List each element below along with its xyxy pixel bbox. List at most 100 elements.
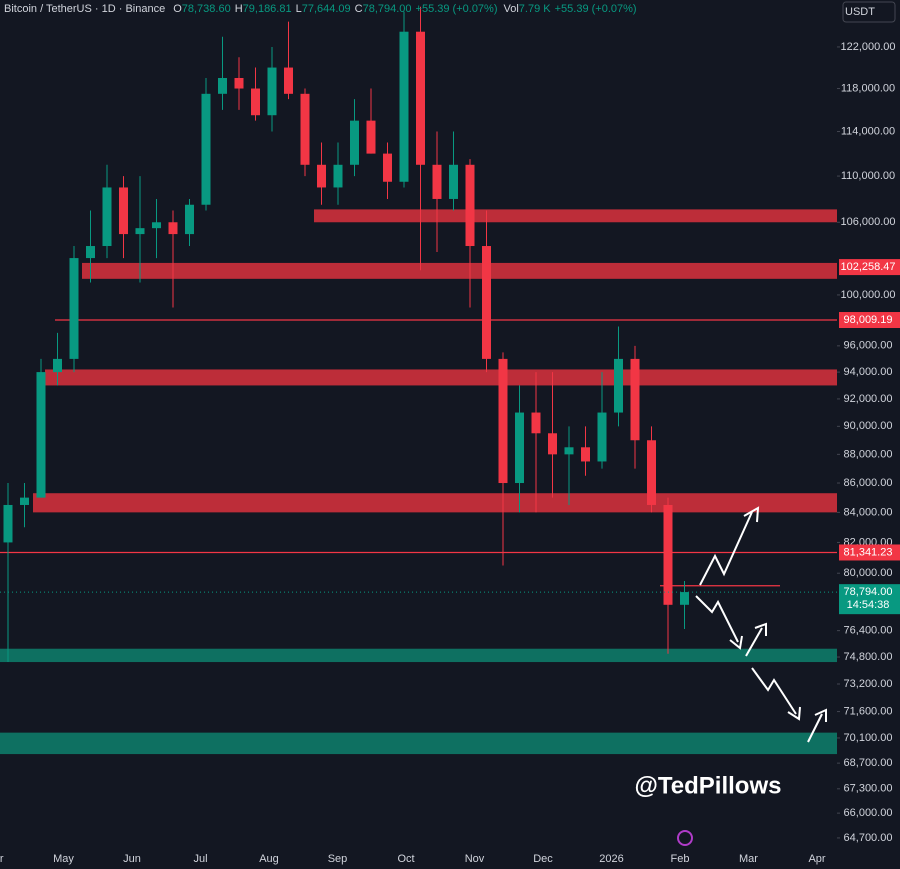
y-tick-label: 100,000.00 xyxy=(840,289,895,301)
header-part: Vol xyxy=(504,3,519,15)
candle-body xyxy=(267,67,277,116)
x-tick-label: Sep xyxy=(328,853,348,865)
candle-body xyxy=(201,93,211,205)
header-part: 77,644.09 xyxy=(302,3,351,15)
candle-body xyxy=(69,258,79,359)
candle-body xyxy=(614,358,623,413)
price-label-box xyxy=(839,584,900,615)
candle-body xyxy=(663,504,673,605)
projection-arrows xyxy=(695,506,827,743)
candle-body xyxy=(449,164,458,199)
candle-body xyxy=(36,372,46,498)
candle-body xyxy=(630,358,640,441)
candle-body xyxy=(581,447,590,462)
x-tick-label: May xyxy=(53,853,74,865)
arrow-up xyxy=(699,511,753,586)
header-part: +55.39 (+0.07%) xyxy=(555,3,637,15)
y-tick-label: 70,100.00 xyxy=(844,732,893,744)
x-tick-label: Nov xyxy=(465,853,485,865)
arrow-up xyxy=(807,713,823,743)
arrowhead xyxy=(814,708,827,722)
y-tick-label: 66,000.00 xyxy=(844,807,893,819)
candle-body xyxy=(218,77,227,94)
header-part: C xyxy=(355,3,363,15)
logo-icon xyxy=(677,830,693,846)
y-tick-label: 86,000.00 xyxy=(844,477,893,489)
arrowhead xyxy=(729,635,743,650)
candle-body xyxy=(251,88,260,116)
candle-body xyxy=(350,120,359,165)
candle-body xyxy=(548,433,557,455)
price-label-box xyxy=(839,312,900,329)
y-tick-label: 80,000.00 xyxy=(844,567,893,579)
candle-body xyxy=(102,187,112,247)
x-tick-label: 2026 xyxy=(599,853,623,865)
candle-body xyxy=(680,592,689,605)
candle-body xyxy=(482,246,491,359)
candle-body xyxy=(564,447,574,455)
header-part: Bitcoin / TetherUS · 1D · Binance xyxy=(4,3,165,15)
y-tick-label: 64,700.00 xyxy=(844,832,893,844)
y-tick-label: 110,000.00 xyxy=(841,170,895,182)
y-tick-label: 96,000.00 xyxy=(844,340,893,352)
arrow-down xyxy=(751,667,797,715)
candle-body xyxy=(515,412,524,484)
y-tick-label: 114,000.00 xyxy=(841,125,895,137)
arrow-up xyxy=(745,627,763,657)
candle-body xyxy=(135,228,145,235)
y-tick-label: 90,000.00 xyxy=(844,420,893,432)
x-tick-label: Mar xyxy=(739,853,758,865)
axes: 122,000.00 118,000.00 114,000.00 110,000.00… xyxy=(0,41,900,865)
candle-body xyxy=(597,412,607,462)
watermark: @TedPillows xyxy=(635,772,782,799)
x-tick-label: Aug xyxy=(259,853,279,865)
candle-body xyxy=(399,31,409,182)
arrowhead xyxy=(743,506,760,523)
x-tick-label: Apr xyxy=(808,853,825,865)
y-tick-label: 88,000.00 xyxy=(844,448,893,460)
candle-body xyxy=(531,412,541,434)
header-part: O xyxy=(173,3,182,15)
arrow-down xyxy=(695,595,739,643)
candle-body xyxy=(432,164,442,199)
candle-body xyxy=(234,77,244,89)
price-label: 98,009.19 xyxy=(844,314,893,326)
header-part: 79,186.81 xyxy=(243,3,292,15)
price-axis xyxy=(837,0,900,869)
x-tick-label: Oct xyxy=(397,853,414,865)
currency: USDT xyxy=(845,6,875,18)
header: Bitcoin / TetherUS · 1D · Binance O78,738… xyxy=(4,3,637,15)
price-label-box xyxy=(839,259,900,276)
candle-body xyxy=(416,31,425,165)
zone xyxy=(0,732,837,755)
y-tick-label: 76,400.00 xyxy=(844,625,893,637)
candle-body xyxy=(300,93,310,165)
y-tick-label: 68,700.00 xyxy=(844,757,893,769)
y-tick-label: 74,800.00 xyxy=(844,651,893,663)
y-tick-label: 122,000.00 xyxy=(840,41,895,53)
y-tick-label: 118,000.00 xyxy=(841,82,895,94)
candle-body xyxy=(498,358,508,484)
price-label: 102,258.47 xyxy=(840,261,895,273)
y-tick-label: 71,600.00 xyxy=(844,705,893,717)
y-tick-label: 94,000.00 xyxy=(844,366,893,378)
header-part: +55.39 (+0.07%) xyxy=(416,3,498,15)
header-part: 7.79 K xyxy=(519,3,551,15)
candle-body xyxy=(3,504,13,543)
candle-body xyxy=(647,440,656,505)
currency-box xyxy=(842,1,896,23)
x-tick-label: Feb xyxy=(671,853,690,865)
header-part: L xyxy=(296,3,302,15)
candle-body xyxy=(119,187,128,235)
zone xyxy=(82,262,837,279)
y-tick-label: 73,200.00 xyxy=(844,678,893,690)
y-tick-label: 92,000.00 xyxy=(844,393,893,405)
zone xyxy=(314,209,837,223)
candle-body xyxy=(86,246,95,259)
price-label: 78,794.00 xyxy=(844,586,893,598)
candle-body xyxy=(53,358,62,373)
price-label: 81,341.23 xyxy=(844,546,893,558)
candle-body xyxy=(333,164,343,188)
